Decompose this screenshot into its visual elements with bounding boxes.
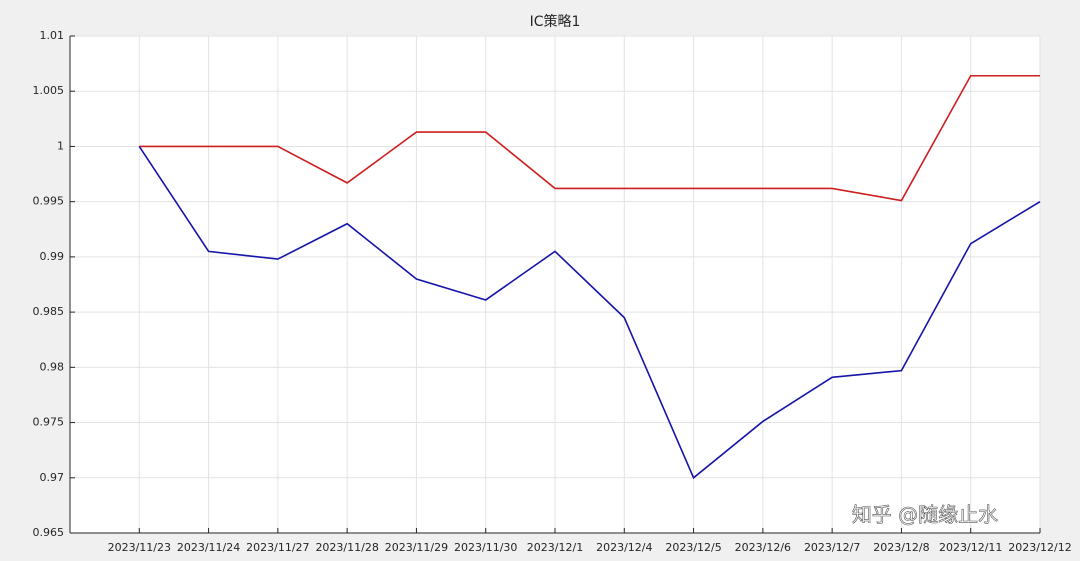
x-tick-label: 2023/12/12 [1008, 541, 1071, 554]
x-tick-label: 2023/12/1 [527, 541, 583, 554]
x-tick-label: 2023/12/4 [596, 541, 652, 554]
x-tick-label: 2023/11/28 [315, 541, 378, 554]
x-tick-label: 2023/11/30 [454, 541, 517, 554]
x-tick-label: 2023/11/29 [385, 541, 448, 554]
y-tick-label: 0.97 [40, 471, 65, 484]
y-tick-label: 0.965 [33, 526, 65, 539]
x-tick-label: 2023/12/6 [735, 541, 791, 554]
series-line [139, 74, 1040, 202]
x-tick-label: 2023/11/24 [177, 541, 240, 554]
x-tick-label: 2023/12/7 [804, 541, 860, 554]
y-tick-label: 1.005 [33, 84, 65, 97]
y-tick-label: 1.01 [40, 29, 65, 42]
y-tick-label: 0.98 [40, 360, 65, 373]
x-tick-label: 2023/12/11 [939, 541, 1002, 554]
y-tick-label: 0.975 [33, 416, 65, 429]
watermark: 知乎 @随缘止水 [852, 503, 998, 527]
y-tick-label: 1 [57, 139, 64, 152]
series-line [138, 146, 1041, 480]
y-tick-label: 0.995 [33, 195, 65, 208]
y-tick-label: 0.99 [40, 250, 65, 263]
y-tick-label: 0.985 [33, 305, 65, 318]
x-tick-label: 2023/11/27 [246, 541, 309, 554]
x-tick-label: 2023/12/8 [873, 541, 929, 554]
x-tick-label: 2023/11/23 [108, 541, 171, 554]
chart-title: IC策略1 [530, 13, 581, 30]
x-tick-label: 2023/12/5 [665, 541, 721, 554]
